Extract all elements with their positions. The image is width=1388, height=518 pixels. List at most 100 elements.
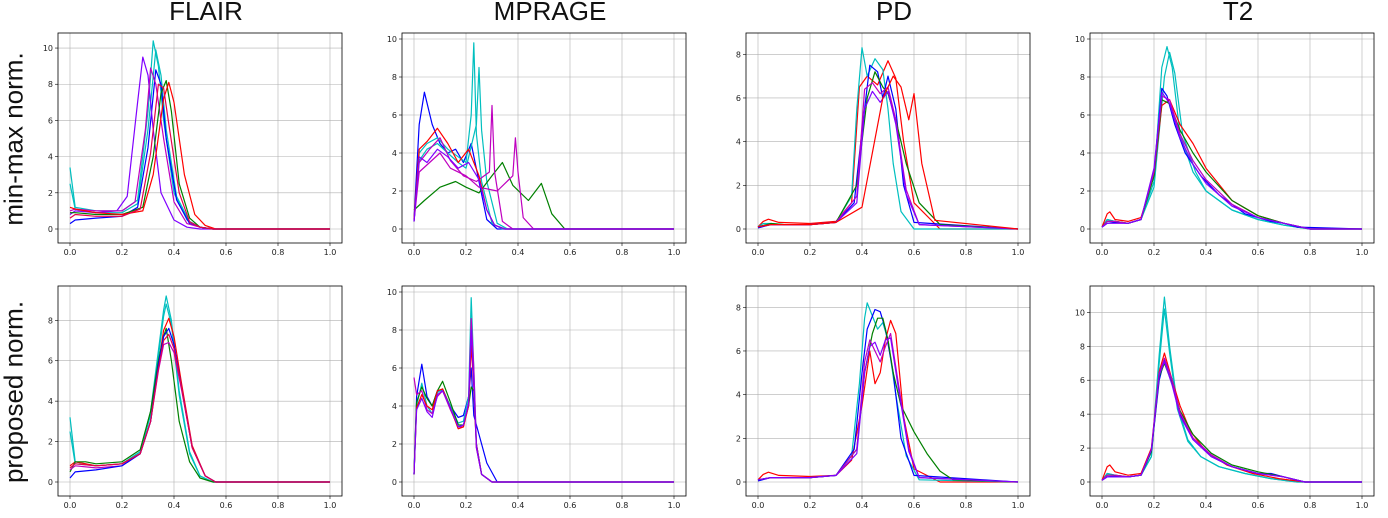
y-tick-label: 8: [736, 50, 741, 59]
histogram-curve: [757, 47, 1018, 230]
y-tick-label: 0: [1080, 478, 1085, 487]
y-tick-label: 8: [48, 316, 53, 325]
histogram-curve: [69, 81, 330, 230]
axes-frame: [401, 32, 687, 244]
histogram-curve: [757, 332, 1019, 483]
x-tick-label: 0.8: [1304, 501, 1317, 510]
y-tick-label: 4: [1080, 149, 1085, 158]
y-tick-label: 4: [1080, 410, 1085, 419]
histogram-curve: [1101, 95, 1362, 230]
y-tick-label: 6: [1080, 376, 1085, 385]
x-tick-label: 0.6: [220, 248, 233, 257]
y-tick-label: 0: [48, 478, 53, 487]
x-tick-label: 0.6: [1252, 501, 1265, 510]
histogram-curve: [69, 327, 330, 483]
axes-frame: [1089, 285, 1375, 497]
histogram-curve: [69, 303, 330, 483]
y-tick-label: 6: [1080, 111, 1085, 120]
histogram-curve: [69, 295, 330, 483]
histogram-curve: [413, 148, 674, 230]
histogram-curve: [413, 66, 674, 230]
y-tick-label: 8: [1080, 342, 1085, 351]
y-tick-label: 10: [387, 35, 397, 44]
histogram-curve: [69, 341, 330, 483]
y-tick-label: 0: [736, 225, 741, 234]
histogram-curve: [69, 56, 330, 230]
histogram-curve: [413, 42, 674, 230]
column-title-mprage: MPRAGE: [493, 0, 607, 26]
row-title-proposed: proposed norm.: [0, 300, 29, 484]
x-tick-label: 0.0: [752, 501, 765, 510]
histogram-curve: [69, 49, 330, 230]
column-title-t2: T2: [1222, 0, 1254, 26]
panel-flair-proposed: 0.0 0.2 0.4 0.6 0.8 1.0 0 2 4 6 8: [48, 285, 343, 510]
x-tick-label: 0.2: [460, 501, 473, 510]
y-tick-label: 6: [48, 116, 53, 125]
panel-pd-proposed: 0.0 0.2 0.4 0.6 0.8 1.0 0 2 4 6 8: [736, 285, 1031, 510]
histogram-curve: [69, 69, 330, 230]
axes-frame: [401, 285, 687, 497]
axes-frame: [745, 32, 1031, 244]
x-tick-label: 0.2: [804, 248, 817, 257]
x-tick-label: 0.6: [908, 501, 921, 510]
y-tick-label: 8: [392, 73, 397, 82]
y-tick-label: 8: [1080, 73, 1085, 82]
x-tick-label: 0.8: [960, 248, 973, 257]
x-tick-label: 0.0: [64, 501, 77, 510]
y-tick-label: 0: [48, 225, 53, 234]
y-tick-label: 4: [48, 397, 53, 406]
y-tick-label: 8: [48, 80, 53, 89]
x-tick-label: 0.2: [1148, 248, 1161, 257]
x-tick-label: 0.6: [220, 501, 233, 510]
x-tick-label: 0.6: [564, 248, 577, 257]
histogram-curve: [413, 380, 674, 483]
histogram-curve: [1101, 361, 1362, 483]
histogram-curve: [757, 75, 1019, 230]
axes-frame: [1089, 32, 1375, 244]
histogram-curve: [1101, 51, 1362, 230]
histogram-curve: [69, 83, 330, 230]
x-tick-label: 0.4: [512, 501, 525, 510]
x-tick-label: 0.2: [116, 501, 129, 510]
histogram-curve: [69, 40, 330, 230]
panel-t2-proposed: 0.0 0.2 0.4 0.6 0.8 1.0 0 2 4 6 8 10: [1075, 285, 1375, 510]
histogram-curve: [413, 104, 674, 230]
x-tick-label: 1.0: [668, 248, 681, 257]
y-tick-label: 10: [43, 44, 53, 53]
panel-t2-minmax: 0.0 0.2 0.4 0.6 0.8 1.0 0 2 4 6 8 10: [1075, 32, 1375, 257]
histogram-curve: [413, 137, 674, 230]
x-tick-label: 0.0: [408, 248, 421, 257]
x-tick-label: 0.4: [168, 501, 181, 510]
x-tick-label: 1.0: [1012, 248, 1025, 257]
histogram-curve: [413, 91, 674, 230]
x-tick-label: 0.8: [616, 501, 629, 510]
x-tick-label: 0.6: [564, 501, 577, 510]
x-tick-label: 0.0: [1096, 248, 1109, 257]
axes-frame: [745, 285, 1031, 497]
histogram-curve: [69, 333, 330, 483]
histogram-curve: [1101, 87, 1363, 230]
y-tick-label: 2: [392, 440, 397, 449]
y-tick-label: 2: [1080, 444, 1085, 453]
histogram-curve: [1101, 359, 1362, 483]
y-tick-label: 0: [736, 478, 741, 487]
y-tick-label: 2: [1080, 187, 1085, 196]
y-tick-label: 10: [387, 288, 397, 297]
x-tick-label: 0.4: [1200, 248, 1213, 257]
x-tick-label: 0.8: [272, 501, 285, 510]
histogram-curve: [1101, 357, 1362, 483]
y-tick-label: 4: [736, 138, 741, 147]
y-tick-label: 2: [392, 187, 397, 196]
x-tick-label: 0.0: [752, 248, 765, 257]
x-tick-label: 1.0: [668, 501, 681, 510]
histogram-curve: [1101, 91, 1362, 230]
column-title-flair: FLAIR: [169, 0, 243, 26]
histogram-curve: [1101, 352, 1362, 483]
column-title-pd: PD: [875, 0, 913, 26]
x-tick-label: 0.4: [512, 248, 525, 257]
row-title-min-max: min-max norm.: [0, 52, 29, 226]
y-tick-label: 10: [1075, 35, 1085, 44]
x-tick-label: 1.0: [1356, 248, 1369, 257]
histogram-curve: [413, 297, 674, 483]
y-tick-label: 4: [392, 402, 397, 411]
